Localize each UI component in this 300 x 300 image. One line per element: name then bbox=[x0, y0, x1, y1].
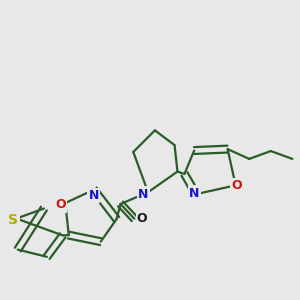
Text: O: O bbox=[231, 179, 242, 192]
Text: N: N bbox=[189, 187, 199, 200]
Text: O: O bbox=[137, 212, 148, 225]
Text: O: O bbox=[55, 199, 66, 212]
Text: S: S bbox=[8, 214, 19, 227]
Text: N: N bbox=[138, 188, 148, 201]
Text: N: N bbox=[89, 189, 99, 202]
